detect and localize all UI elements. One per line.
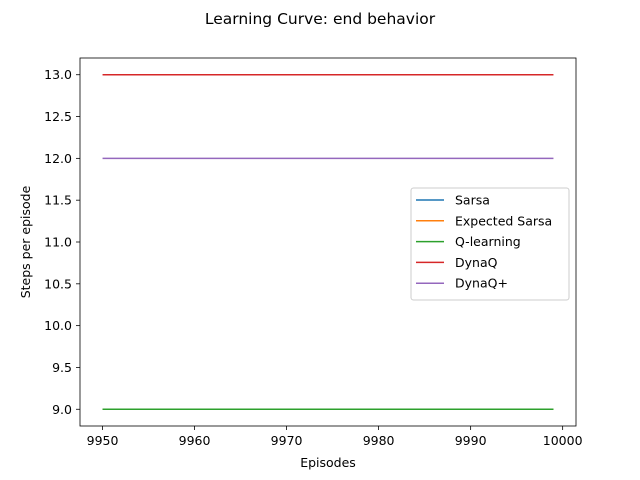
legend: Sarsa Expected Sarsa Q-learning DynaQ DynaQ+	[410, 187, 570, 301]
chart-title: Learning Curve: end behavior	[205, 10, 436, 28]
x-axis-label: Episodes	[300, 455, 356, 470]
y-tick-label: 11.0	[44, 235, 72, 250]
x-tick-label: 9980	[363, 433, 395, 448]
y-tick-label: 12.5	[44, 109, 72, 124]
x-tick-label: 10000	[543, 433, 583, 448]
x-tick-label: 9950	[87, 433, 119, 448]
y-axis-label: Steps per episode	[18, 185, 33, 298]
legend-label: Q-learning	[455, 234, 521, 249]
legend-label: Sarsa	[455, 193, 490, 208]
y-tick-label: 9.5	[52, 360, 72, 375]
x-tick-label: 9970	[271, 433, 303, 448]
legend-label: Expected Sarsa	[455, 213, 552, 228]
y-tick-label: 13.0	[44, 67, 72, 82]
legend-label: DynaQ	[455, 255, 498, 270]
legend-box	[410, 187, 570, 301]
plot-area: 9950 9960 9970 9980 9990 10000 9.0 9.5 10.0 10.5 1…	[44, 57, 583, 448]
y-tick-label: 10.5	[44, 276, 72, 291]
y-tick-label: 12.0	[44, 151, 72, 166]
y-tick-label: 10.0	[44, 318, 72, 333]
y-tick-label: 11.5	[44, 193, 72, 208]
x-tick-label: 9960	[179, 433, 211, 448]
y-tick-label: 9.0	[52, 402, 72, 417]
x-tick-label: 9990	[455, 433, 487, 448]
legend-label: DynaQ+	[455, 276, 508, 291]
